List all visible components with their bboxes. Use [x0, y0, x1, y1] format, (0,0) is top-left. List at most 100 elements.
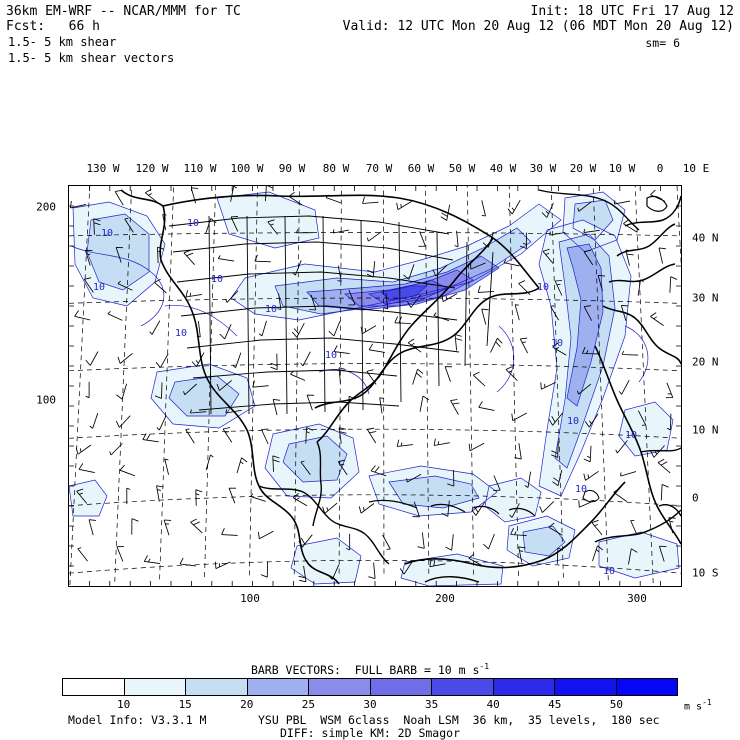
x-index-tick-label: 300: [627, 592, 647, 605]
wind-barb: [117, 352, 133, 364]
colorbar-segment[interactable]: [432, 679, 494, 695]
wind-barb: [85, 381, 90, 399]
wind-barb: [490, 337, 503, 353]
colorbar-segment[interactable]: [309, 679, 371, 695]
wind-barb: [450, 399, 460, 415]
shear-shading-region: [283, 436, 347, 482]
colorbar-segment[interactable]: [370, 679, 432, 695]
shear-contour-line: [562, 191, 626, 253]
state-border: [486, 251, 494, 347]
wind-barb: [142, 433, 159, 443]
colorbar-tick-label: 30: [363, 698, 377, 711]
shear-contour-line: [388, 475, 480, 509]
contour-value-label: 10: [537, 282, 549, 293]
wind-barb: [669, 276, 678, 293]
lon-tick-label: 70 W: [365, 162, 393, 175]
wind-barb: [190, 518, 203, 534]
wind-barb: [412, 501, 420, 518]
wind-barb: [660, 484, 669, 501]
coastline: [258, 485, 390, 565]
wind-barb: [219, 324, 232, 340]
contour-value-label: 10: [603, 566, 615, 577]
wind-barb: [441, 293, 458, 302]
state-border: [208, 215, 212, 415]
colorbar-segment[interactable]: [186, 679, 248, 695]
y-index-tick-label: 200: [36, 200, 56, 214]
wind-barb: [366, 231, 382, 242]
x-index-tick-label: 200: [435, 592, 455, 605]
init-time: Init: 18 UTC Fri 17 Aug 12: [530, 4, 735, 19]
wind-barb: [190, 187, 199, 204]
wind-barb: [407, 338, 422, 353]
wind-barb: [308, 294, 317, 311]
colorbar-segment[interactable]: [124, 679, 186, 695]
wind-barb: [305, 427, 314, 444]
wind-barb: [433, 312, 450, 322]
y-index-tick-label: 100: [36, 393, 56, 407]
wind-barb: [117, 280, 133, 291]
longitude-line: [249, 186, 258, 576]
wind-barb: [444, 366, 453, 382]
map-plot-area[interactable]: 10 10 10 10 10 10 10 10 10 10 10 10 10: [68, 185, 682, 587]
wind-barb: [154, 278, 167, 294]
latitude-line: [69, 428, 681, 439]
state-border: [246, 215, 250, 415]
colorbar-tick-label: 50: [609, 698, 624, 711]
wind-barb: [582, 346, 599, 355]
wind-barb: [470, 262, 486, 270]
coastline: [594, 509, 681, 543]
lat-tick-label: 10 N: [692, 423, 719, 437]
wind-barb: [119, 464, 136, 477]
wind-barb: [666, 413, 672, 431]
lat-tick-label: 0: [692, 491, 699, 505]
longitude-line: [159, 186, 174, 580]
colorbar-segment[interactable]: [63, 679, 125, 695]
colorbar-segment[interactable]: [247, 679, 309, 695]
wind-barb: [396, 201, 412, 210]
colorbar-segment[interactable]: [616, 679, 677, 695]
colorbar-tick-label: 45: [548, 698, 562, 711]
wind-barb: [539, 501, 555, 513]
lon-tick-label: 30 W: [529, 162, 557, 175]
state-border: [176, 271, 456, 289]
wind-barb: [583, 470, 599, 481]
wind-barb: [552, 469, 563, 486]
wind-barb: [542, 248, 554, 264]
wind-barb: [322, 502, 338, 514]
longitude-line: [676, 186, 681, 268]
wind-barb: [548, 522, 563, 536]
smoothing-label: sm= 6: [645, 36, 680, 50]
latitude-line: [69, 363, 681, 372]
state-border: [436, 231, 440, 387]
wind-barb: [260, 561, 269, 578]
wind-barb: [481, 308, 489, 325]
colorbar-segment[interactable]: [555, 679, 617, 695]
wind-barb: [264, 186, 273, 202]
wind-barb: [298, 534, 313, 548]
longitude-line: [425, 186, 430, 574]
state-border: [198, 401, 400, 411]
wind-barb: [230, 186, 238, 202]
coastline: [162, 194, 540, 289]
wind-barb: [232, 352, 242, 369]
lon-tick-label: 20 W: [569, 162, 597, 175]
wind-barb: [191, 352, 205, 367]
shear-colorbar[interactable]: [62, 678, 678, 696]
shear-shading-region: [523, 526, 565, 556]
wind-barb: [236, 457, 248, 474]
wind-barb: [328, 321, 341, 337]
wind-barb: [454, 334, 463, 351]
wind-barb: [346, 533, 351, 551]
axis-ticks: [69, 186, 681, 586]
wind-barb: [157, 246, 165, 264]
wind-barb: [189, 409, 207, 414]
shear-contour-line: [150, 363, 256, 429]
wind-barb: [384, 293, 389, 310]
wind-barb: [524, 471, 532, 488]
colorbar-segment[interactable]: [493, 679, 555, 695]
wind-barb: [347, 395, 356, 413]
contour-label-layer: 10 10 10 10 10 10 10 10 10 10 10 10 10: [93, 218, 637, 577]
wind-barb: [116, 546, 124, 562]
wind-barb: [503, 259, 520, 267]
wind-barb: [254, 254, 271, 263]
